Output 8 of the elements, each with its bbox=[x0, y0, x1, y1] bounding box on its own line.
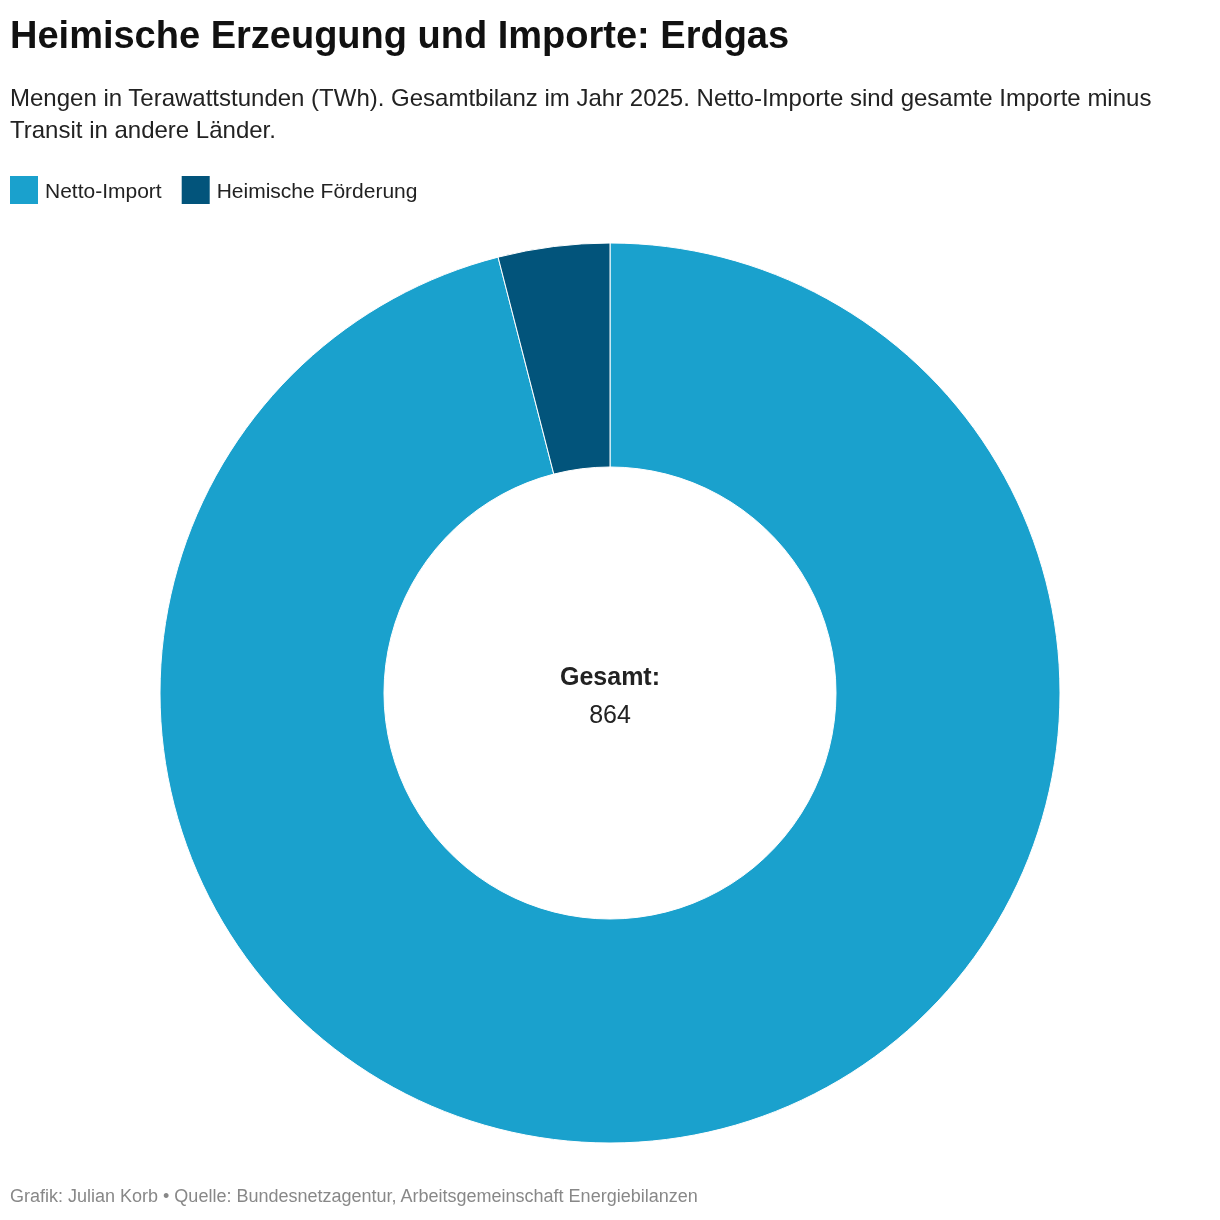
chart-subtitle: Mengen in Terawattstunden (TWh). Gesamtbilanz im Jahr 2025. Netto-Importe sind gesamte Importe minus Transit in andere Länder. bbox=[10, 84, 1152, 143]
legend-label: Netto-Import bbox=[45, 179, 162, 202]
chart-title: Heimische Erzeugung und Importe: Erdgas bbox=[10, 14, 790, 56]
text: Gesamt: bbox=[559, 662, 661, 690]
donut-slice bbox=[159, 242, 1061, 1143]
text: Grafik: Julian Korb • Quelle: Bundesnetzagentur, Arbeitsgemeinschaft Energiebilanzen bbox=[10, 1186, 698, 1206]
text: 864 bbox=[589, 700, 631, 728]
legend-label: Heimische Förderung bbox=[216, 179, 418, 202]
